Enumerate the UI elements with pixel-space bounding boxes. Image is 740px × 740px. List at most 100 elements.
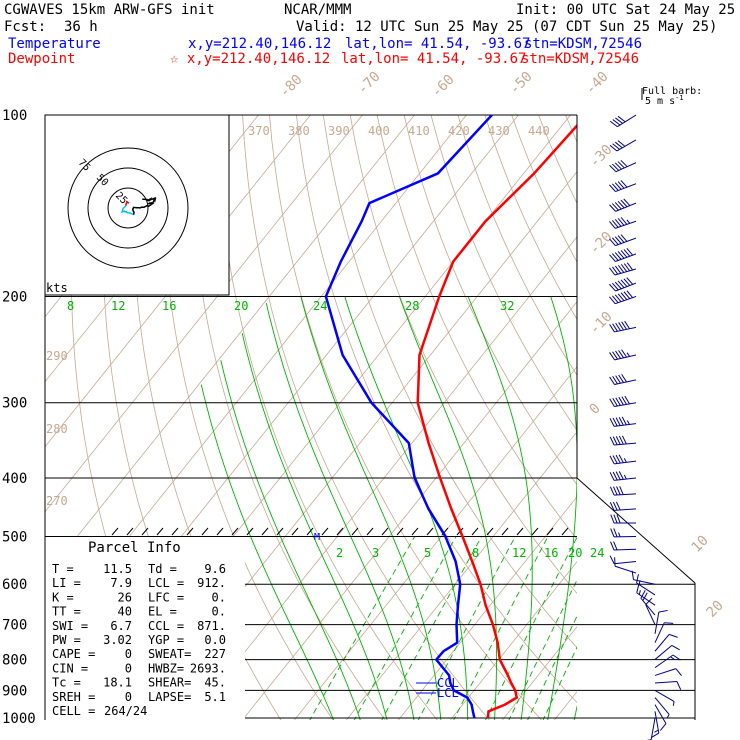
- wind-barb-feather: [609, 455, 615, 465]
- parcel-field-label: LCL =: [148, 576, 184, 590]
- wind-barb-shaft: [654, 697, 670, 715]
- wind-barb-shaft: [614, 326, 637, 333]
- isotherm: [45, 115, 363, 513]
- parcel-title: Parcel Info: [88, 540, 181, 556]
- theta-label: 430: [488, 124, 510, 138]
- wind-barb-feather: [615, 397, 621, 406]
- hatch-mark: [561, 527, 569, 536]
- parcel-field-label: SREH =: [52, 690, 95, 704]
- wind-barb-feather: [642, 592, 648, 601]
- pressure-label-900: 900: [2, 683, 27, 699]
- valid-time: Valid: 12 UTC Sun 25 May 25 (07 CDT Sun …: [296, 19, 717, 35]
- isotherm: [449, 561, 577, 720]
- dry-adiabat: [322, 115, 577, 649]
- wind-barb-feather: [614, 236, 622, 244]
- wind-barb: [636, 574, 656, 596]
- hatch-mark: [516, 527, 524, 536]
- wind-barb-shaft: [614, 565, 637, 574]
- dry-adiabat: [619, 115, 740, 731]
- wind-barb-feather: [620, 279, 628, 287]
- hatch-mark: [111, 527, 119, 536]
- parcel-field-value: 9.6: [204, 562, 226, 576]
- theta-label: 420: [448, 124, 470, 138]
- wind-barb-feather: [676, 681, 682, 690]
- wind-barb-shaft: [654, 680, 677, 684]
- level-markers: CCL LCL M: [314, 532, 459, 700]
- parcel-field-value: 0: [125, 690, 132, 704]
- isotherm: [45, 115, 311, 448]
- moist-adiabat-label: 20: [234, 299, 248, 313]
- wind-barb: [654, 689, 675, 706]
- pressure-label-300: 300: [2, 396, 27, 412]
- wind-barb: [609, 320, 637, 333]
- temperature-legend: Temperature: [8, 36, 101, 52]
- parcel-field-label: SWEAT=: [148, 647, 191, 661]
- wind-barb-feather: [612, 323, 618, 332]
- wind-barb: [609, 277, 637, 292]
- wind-barb-shaft: [614, 493, 637, 496]
- parcel-field-value: 227: [204, 647, 226, 661]
- wind-barb-feather: [617, 161, 625, 169]
- hodograph-ring-50: [87, 167, 169, 249]
- wind-barb-shaft: [640, 597, 656, 616]
- wind-barb: [609, 454, 637, 465]
- wind-barb-feather: [620, 292, 628, 300]
- wind-barb-feather: [615, 471, 621, 480]
- wind-barb: [610, 514, 636, 524]
- isotherm-label: -20: [587, 229, 616, 258]
- wind-barb-feather: [612, 501, 618, 511]
- header: CGWAVES 15km ARW-GFS init NCAR/MMM Init:…: [4, 2, 735, 67]
- wind-barb-feather: [626, 262, 634, 271]
- wind-barb-feather: [613, 486, 618, 496]
- wind-barb-feather: [615, 350, 621, 359]
- cell-label: CELL =: [52, 704, 95, 718]
- wind-barb-feather: [614, 141, 623, 149]
- hatch-mark: [156, 527, 164, 536]
- wind-barb-feather: [626, 277, 634, 285]
- wind-barb-shaft: [614, 477, 637, 481]
- wind-barb-feather: [645, 597, 653, 606]
- ccl-label: CCL: [437, 676, 459, 690]
- hodograph-ring-25: [107, 187, 149, 229]
- wind-barb-feather: [623, 474, 627, 480]
- wind-barb-shaft: [654, 645, 673, 660]
- wind-barb-feather: [636, 574, 639, 584]
- pressure-label-600: 600: [2, 577, 27, 593]
- wind-barb-shaft: [615, 220, 637, 229]
- hatch-mark: [291, 527, 299, 536]
- hatch-mark: [336, 527, 344, 536]
- wind-barb-feather: [620, 180, 628, 188]
- parcel-field-value: 40: [118, 605, 132, 619]
- wind-barb-feather: [612, 471, 618, 481]
- theta-label: 400: [368, 124, 390, 138]
- dewpoint-legend: Dewpoint: [8, 51, 75, 67]
- wind-barb-feather: [609, 324, 615, 333]
- wind-barb-feather: [623, 291, 631, 299]
- wind-barb-feather: [623, 458, 627, 463]
- wind-barb: [654, 622, 674, 643]
- wind-barb-feather: [614, 162, 622, 170]
- isotherm-label: -70: [355, 69, 384, 98]
- wind-barb-feather: [618, 532, 621, 537]
- dry-adiabat: [188, 115, 386, 720]
- wind-barb-feather: [671, 644, 680, 651]
- wind-barb-shaft: [615, 237, 637, 247]
- parcel-panel: [45, 537, 245, 720]
- wind-barb-feather: [617, 218, 625, 226]
- hatch-mark: [411, 527, 419, 536]
- mixing-ratio-line: [353, 536, 457, 720]
- wind-barb: [609, 374, 637, 385]
- dry-adiabat: [403, 115, 577, 486]
- hatch-mark: [276, 527, 284, 536]
- wind-barb-feather: [619, 486, 624, 495]
- wind-barb-feather: [610, 528, 615, 538]
- wind-barb-feather: [613, 528, 618, 537]
- pressure-label-500: 500: [2, 529, 27, 545]
- wind-barb-feather: [614, 281, 622, 290]
- dry-adiabat: [646, 115, 740, 731]
- wind-barb-shaft: [654, 634, 670, 652]
- wind-barb: [654, 654, 681, 669]
- wind-barb-feather: [610, 541, 615, 551]
- moist-adiabat: [265, 302, 415, 720]
- wind-barb-feather: [670, 656, 675, 660]
